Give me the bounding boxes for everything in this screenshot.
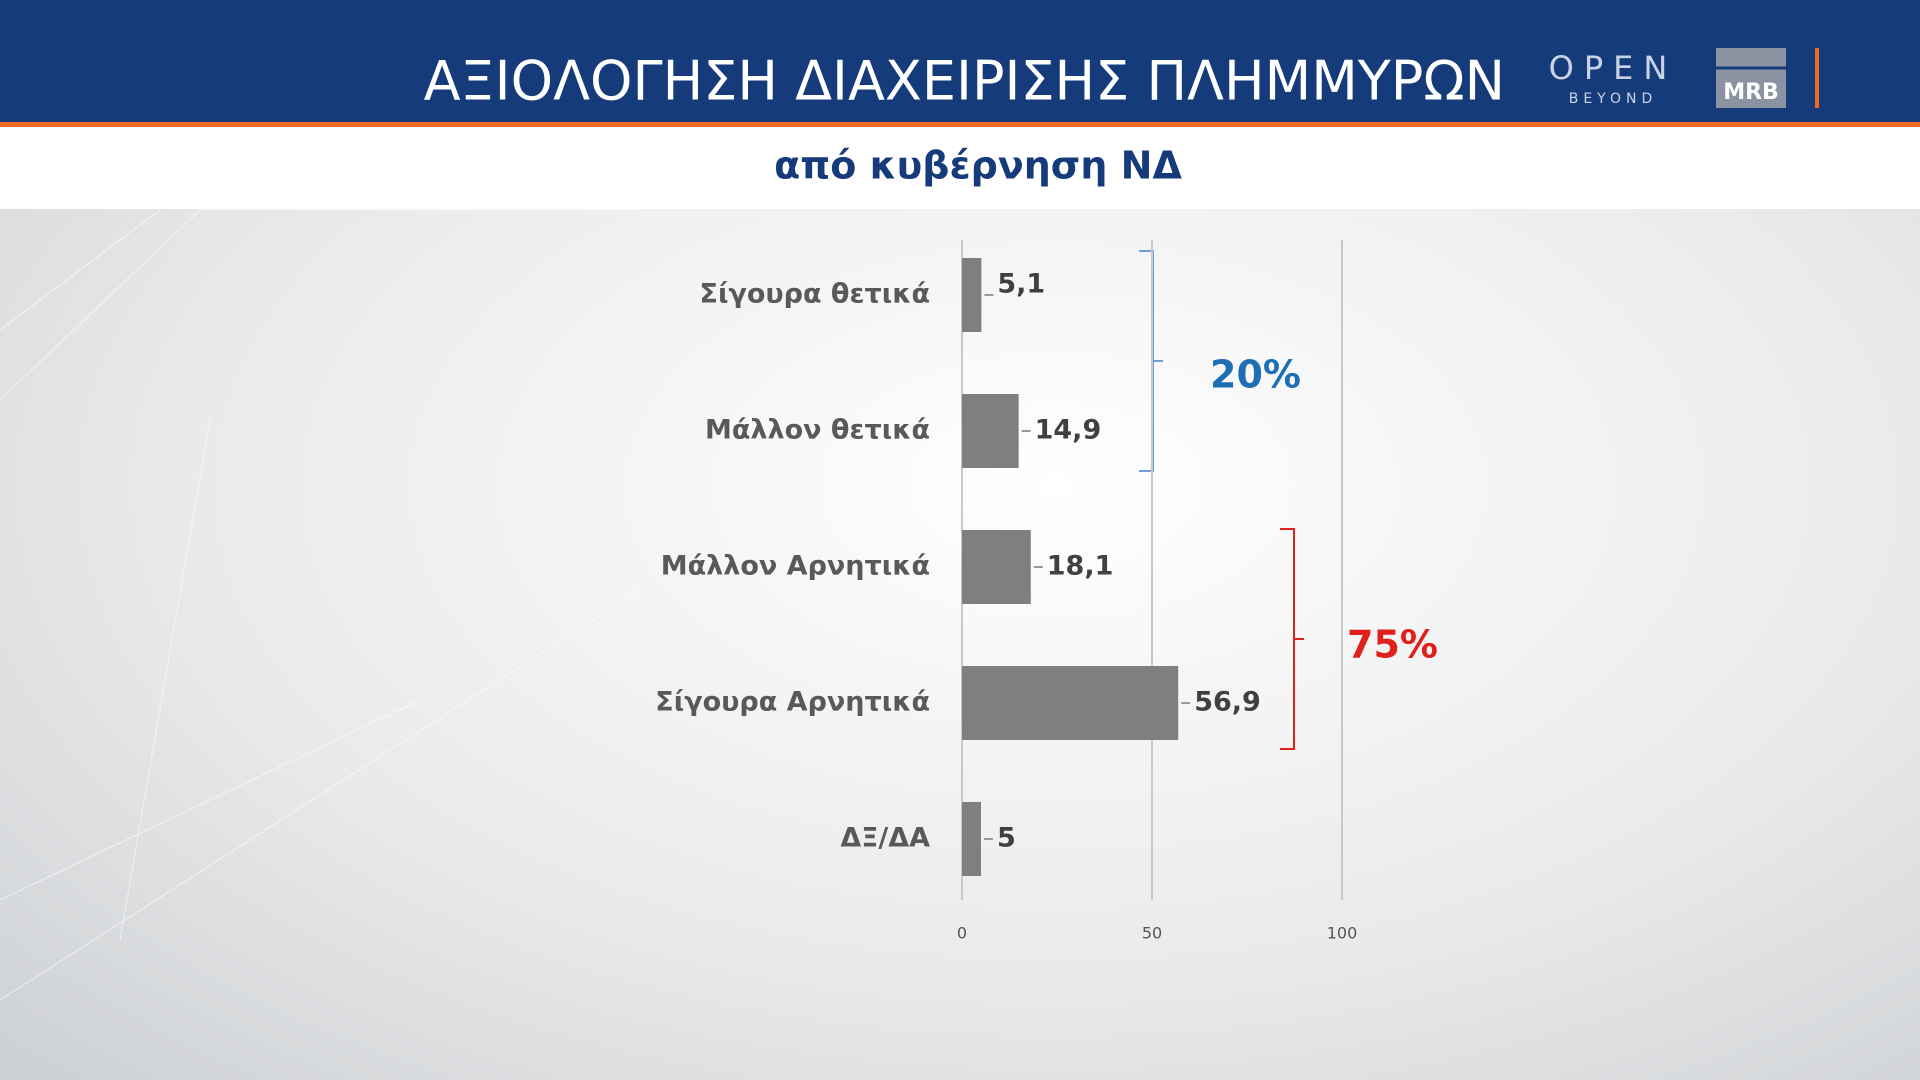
logo-open: OPEN bbox=[1549, 49, 1678, 87]
header-stripe bbox=[0, 122, 1920, 127]
bar bbox=[962, 530, 1031, 604]
data-label: 5 bbox=[997, 823, 1016, 854]
header-accent bbox=[1815, 48, 1819, 108]
x-tick-label: 100 bbox=[1327, 924, 1358, 943]
chart-title: ΑΞΙΟΛΟΓΗΣΗ ΔΙΑΧΕΙΡΙΣΗΣ ΠΛΗΜΜΥΡΩΝ bbox=[424, 50, 1505, 113]
y-tick-label: Μάλλον θετικά bbox=[705, 415, 930, 446]
y-tick-label: Μάλλον Αρνητικά bbox=[661, 551, 930, 582]
y-tick-label: Σίγουρα θετικά bbox=[700, 279, 930, 310]
data-label: 56,9 bbox=[1194, 687, 1261, 718]
bracket-negative bbox=[1280, 528, 1304, 750]
bar bbox=[962, 258, 982, 332]
subtitle-band bbox=[0, 127, 1920, 209]
data-label: 5,1 bbox=[997, 269, 1045, 300]
x-tick-label: 0 bbox=[957, 924, 967, 943]
logo-mrb: MRB bbox=[1723, 80, 1779, 105]
logo-mrb-box bbox=[1716, 48, 1786, 108]
chart-subtitle: από κυβέρνηση ΝΔ bbox=[774, 144, 1182, 188]
y-tick-label: Σίγουρα Αρνητικά bbox=[655, 687, 930, 718]
background-lines bbox=[0, 209, 641, 1001]
header-bar bbox=[0, 0, 1920, 122]
annotation: 75% bbox=[1347, 623, 1438, 667]
x-tick-label: 50 bbox=[1142, 924, 1162, 943]
data-label: 18,1 bbox=[1047, 551, 1114, 582]
bar bbox=[962, 666, 1179, 740]
bar bbox=[962, 802, 981, 876]
bar bbox=[962, 394, 1019, 468]
logo-beyond: BEYOND bbox=[1569, 91, 1658, 107]
annotation: 20% bbox=[1210, 353, 1301, 397]
data-label: 14,9 bbox=[1035, 415, 1102, 446]
y-tick-label: ΔΞ/ΔΑ bbox=[840, 823, 930, 854]
